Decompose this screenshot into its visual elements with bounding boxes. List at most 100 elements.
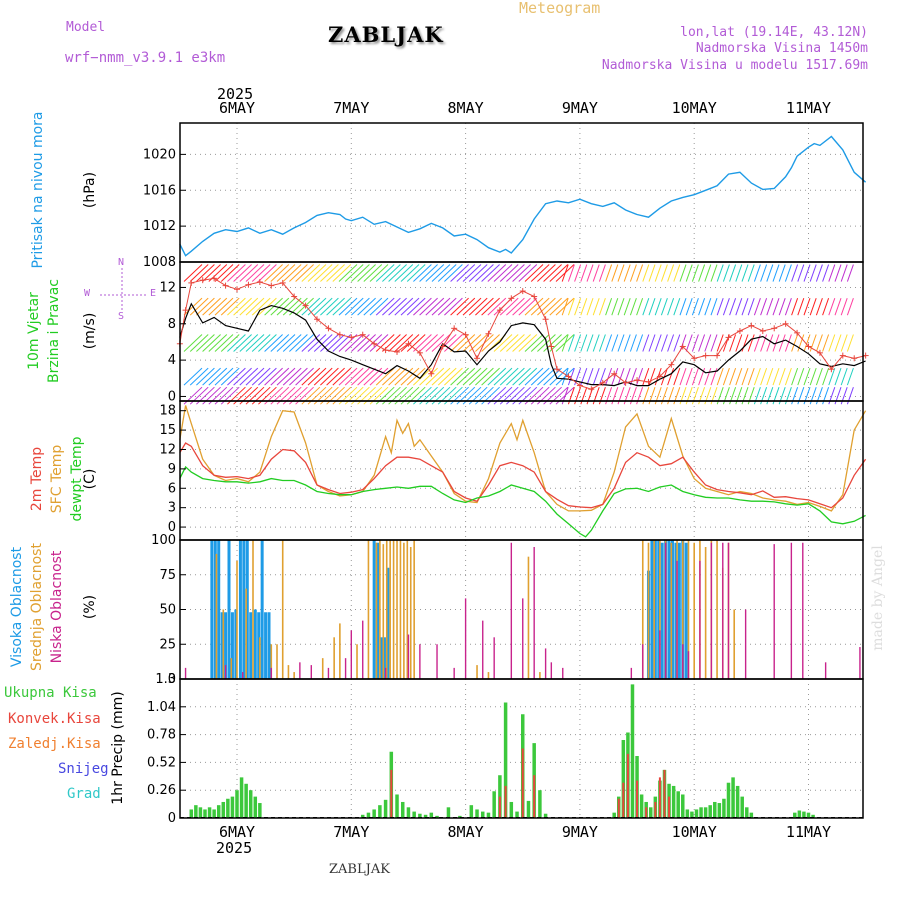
wind-barb [326, 297, 345, 316]
xtick-label-bottom: 8MAY [448, 823, 484, 841]
station-title: ZABLJAK [328, 22, 444, 47]
wind-barb [549, 367, 569, 386]
wind-unit: (m/s) [82, 312, 98, 350]
pressure-title: Pritisak na nivou mora [30, 111, 46, 269]
wind-barb [320, 264, 339, 282]
wind-barb [846, 367, 854, 386]
wind-barb [605, 367, 613, 386]
temp-2m-line [179, 442, 867, 509]
wind-barb [549, 297, 569, 316]
wind-barb [629, 367, 637, 386]
wind-barb [196, 334, 215, 352]
wind-barb [518, 264, 538, 282]
wind-barb [660, 334, 668, 352]
ytick-label: 75 [159, 568, 176, 583]
ytick-label: 50 [159, 603, 176, 618]
wind-barb [419, 334, 438, 352]
wind-barb [332, 297, 352, 316]
wind-barb [660, 264, 668, 282]
wind-barb [475, 367, 494, 386]
ytick-label: 1.3 [155, 672, 176, 687]
wind-barb [499, 297, 519, 316]
wind-barb [183, 367, 203, 386]
wind-barb [444, 334, 463, 352]
wind-barb [419, 367, 438, 386]
wind-barb [704, 297, 712, 316]
wind-barb [530, 334, 550, 352]
wind-barb [512, 297, 531, 316]
wind-barb [239, 297, 259, 316]
wind-barb [450, 264, 469, 282]
wind-barb [400, 334, 420, 352]
wind-barb [753, 367, 761, 386]
wind-barb [282, 264, 302, 282]
wind-barb [729, 264, 737, 282]
wind-barb [778, 367, 786, 386]
wind-barb [747, 367, 755, 386]
wind-barb [258, 334, 277, 352]
wind-barb [617, 264, 625, 282]
wind-barb [698, 334, 706, 352]
wind-barb [518, 297, 538, 316]
wind-barb [667, 264, 675, 282]
wind-barb [834, 297, 842, 316]
wind-barb [357, 297, 376, 316]
wind-barb [183, 264, 203, 282]
wind-barb [450, 297, 469, 316]
wind-barb [598, 264, 606, 282]
wind-barb [499, 334, 519, 352]
wind-barb [772, 367, 780, 386]
wind-barb [351, 367, 370, 386]
temp2m-title: 2m Temp [29, 446, 45, 512]
wind-barb [766, 367, 774, 386]
wind-barb [574, 334, 582, 352]
wind-barb [493, 334, 513, 352]
wind-barb [406, 264, 426, 282]
wind-barb [351, 297, 370, 316]
wind-barb [617, 334, 625, 352]
wind-barb [270, 334, 290, 352]
marks-layer [100, 135, 869, 818]
wind-barb [208, 297, 228, 316]
wind-barb [648, 297, 656, 316]
ytick-label: 25 [159, 637, 176, 652]
wind-barb [369, 264, 389, 282]
wind-barb [419, 264, 438, 282]
wind-barb [295, 264, 314, 282]
wind-barb [202, 334, 221, 352]
wind-barb [388, 367, 407, 386]
wind-barb [456, 297, 476, 316]
wind-barb [772, 297, 780, 316]
wind-barb [567, 334, 575, 352]
wind-barb [493, 264, 513, 282]
wind-barb [530, 297, 550, 316]
xtick-label-bottom: 6MAY [219, 823, 255, 841]
wind-barb [636, 334, 644, 352]
wind-barb [605, 297, 613, 316]
wind-barb [840, 367, 848, 386]
wind-barb [506, 264, 525, 282]
wind-barb [716, 334, 724, 352]
wind-barb [679, 367, 687, 386]
wind-barb [567, 297, 575, 316]
xtick-label-bottom: 9MAY [562, 823, 598, 841]
wind-barb [803, 334, 811, 352]
wind-barb [766, 334, 774, 352]
wind-barb [462, 264, 482, 282]
wind-barb [202, 264, 221, 282]
wind-barb [778, 264, 786, 282]
xtick-label-top: 9MAY [562, 99, 598, 117]
wind-barb [629, 297, 637, 316]
wind-barb [233, 334, 252, 352]
xtick-label-bottom: 7MAY [333, 823, 369, 841]
ytick-label: 1.04 [147, 700, 176, 715]
wind-barb [815, 264, 823, 282]
wind-barb [481, 334, 500, 352]
model-label: Model [66, 20, 106, 35]
temp-unit: (C) [82, 468, 98, 490]
wind-barb [214, 334, 234, 352]
wind-barb [357, 334, 376, 352]
wind-barb [729, 367, 737, 386]
wind-barb [716, 297, 724, 316]
wind-barb [276, 367, 296, 386]
